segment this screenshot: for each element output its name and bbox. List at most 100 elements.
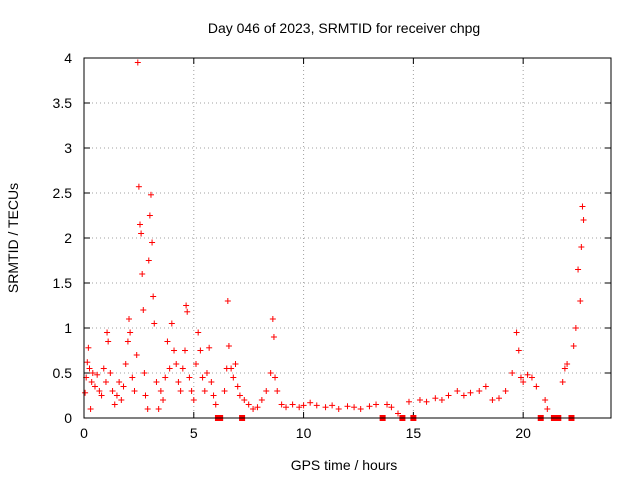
data-point (85, 344, 92, 351)
data-point (579, 203, 586, 210)
data-point (141, 370, 148, 376)
tick-labels: 0 5 10 15 20 0 0.5 1 1.5 2 2.5 3 3.5 4 (53, 50, 532, 441)
data-point (210, 392, 217, 399)
data-point (201, 388, 208, 394)
data-point (138, 230, 145, 237)
plot-frame (83, 57, 612, 419)
y-tick-label: 2.5 (53, 185, 73, 201)
data-point (224, 298, 231, 304)
data-point (267, 370, 274, 376)
data-point (296, 404, 303, 411)
data-point (533, 383, 540, 390)
data-point (274, 388, 281, 394)
data-point (241, 397, 248, 403)
data-point (140, 307, 147, 313)
data-point (329, 402, 336, 409)
data-point (184, 308, 191, 315)
data-point (445, 392, 452, 399)
data-point (454, 388, 461, 394)
data-point (120, 383, 127, 390)
data-point (116, 379, 123, 385)
data-point (250, 406, 257, 412)
data-point (153, 379, 160, 385)
y-tick-label: 0.5 (53, 365, 73, 381)
data-point (206, 344, 213, 351)
data-point (96, 388, 103, 394)
data-point (373, 401, 380, 408)
data-point (147, 191, 154, 198)
data-point (160, 397, 167, 403)
data-point (151, 320, 158, 327)
data-point (221, 388, 228, 394)
data-point (86, 365, 93, 372)
data-point (520, 379, 527, 385)
data-point (133, 352, 140, 358)
data-point (460, 392, 467, 399)
data-point (82, 389, 89, 396)
data-point (572, 325, 579, 331)
data-point (212, 401, 219, 408)
data-point (482, 383, 489, 390)
data-point (258, 397, 265, 403)
data-point (131, 388, 138, 394)
data-point (559, 379, 566, 385)
data-point (524, 371, 531, 378)
y-tick-label: 2 (64, 230, 72, 246)
data-points (82, 59, 587, 421)
chart-title: Day 046 of 2023, SRMTID for receiver chp… (208, 20, 480, 36)
data-point (145, 257, 152, 264)
data-point (107, 370, 114, 376)
data-point (225, 343, 232, 349)
data-point (104, 329, 111, 336)
data-point (236, 392, 243, 399)
data-point (515, 347, 522, 354)
data-point (134, 59, 141, 66)
data-point (100, 365, 107, 372)
data-point (517, 374, 524, 381)
y-tick-label: 1 (64, 320, 72, 336)
data-point (127, 329, 134, 336)
data-point (228, 365, 235, 372)
data-point (278, 401, 285, 408)
data-point (150, 293, 157, 300)
data-point (416, 397, 423, 403)
data-point (197, 347, 204, 354)
data-point (129, 374, 136, 381)
data-point (135, 183, 142, 190)
data-point (84, 359, 91, 366)
data-point (139, 271, 146, 277)
data-point (177, 388, 184, 394)
data-point (528, 374, 535, 381)
x-tick-label: 0 (80, 425, 88, 441)
data-point (199, 374, 206, 381)
data-point (384, 401, 391, 408)
data-point (192, 361, 199, 367)
axis-ticks (83, 57, 611, 419)
x-tick-label: 15 (406, 425, 422, 441)
data-point (489, 397, 496, 403)
data-point (322, 404, 329, 411)
data-point (432, 395, 439, 402)
data-point (175, 379, 182, 385)
data-point (230, 374, 237, 381)
data-point (423, 398, 430, 405)
data-point (155, 406, 162, 412)
y-tick-label: 1.5 (53, 275, 73, 291)
data-point (146, 212, 153, 219)
data-point (91, 383, 98, 390)
data-point (136, 221, 143, 228)
data-point (263, 388, 270, 394)
data-point (289, 401, 296, 408)
data-point (166, 365, 173, 372)
data-point (544, 406, 551, 412)
data-point (405, 398, 412, 405)
data-point (232, 361, 239, 367)
data-point (561, 365, 568, 372)
data-point (366, 403, 373, 410)
data-point (269, 316, 276, 322)
data-point (186, 374, 193, 381)
data-point (105, 338, 112, 345)
data-point (98, 392, 105, 399)
data-point (122, 361, 129, 367)
data-point (476, 388, 483, 394)
